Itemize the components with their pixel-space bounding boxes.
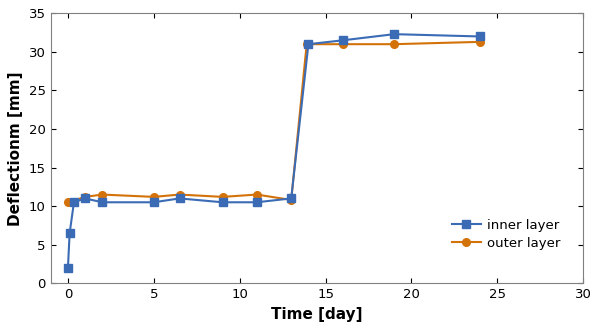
inner layer bbox=[253, 200, 260, 204]
inner layer bbox=[82, 196, 89, 200]
inner layer bbox=[150, 200, 157, 204]
Legend: inner layer, outer layer: inner layer, outer layer bbox=[446, 213, 566, 255]
outer layer bbox=[98, 193, 106, 197]
outer layer bbox=[82, 195, 89, 199]
inner layer bbox=[98, 200, 106, 204]
outer layer bbox=[64, 200, 71, 204]
Line: inner layer: inner layer bbox=[64, 30, 484, 272]
outer layer bbox=[176, 193, 183, 197]
outer layer bbox=[287, 198, 295, 202]
outer layer bbox=[219, 195, 226, 199]
outer layer bbox=[253, 193, 260, 197]
inner layer bbox=[176, 196, 183, 200]
Line: outer layer: outer layer bbox=[64, 38, 484, 206]
outer layer bbox=[391, 42, 398, 46]
X-axis label: Time [day]: Time [day] bbox=[271, 307, 363, 322]
inner layer bbox=[305, 42, 312, 46]
inner layer bbox=[219, 200, 226, 204]
inner layer bbox=[339, 38, 346, 42]
inner layer bbox=[287, 196, 295, 200]
inner layer bbox=[476, 35, 484, 39]
inner layer bbox=[64, 266, 71, 270]
inner layer bbox=[391, 32, 398, 36]
Y-axis label: Deflectionm [mm]: Deflectionm [mm] bbox=[8, 71, 23, 225]
outer layer bbox=[150, 195, 157, 199]
outer layer bbox=[303, 42, 310, 46]
inner layer bbox=[70, 200, 77, 204]
outer layer bbox=[339, 42, 346, 46]
inner layer bbox=[66, 231, 73, 235]
outer layer bbox=[476, 40, 484, 44]
